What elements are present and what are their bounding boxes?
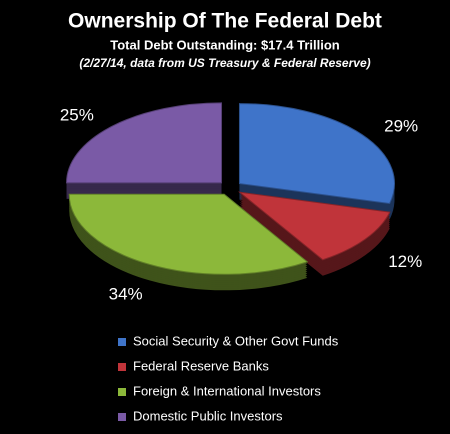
slice xyxy=(68,193,309,275)
chart-subtitle: Total Debt Outstanding: $17.4 Trillion xyxy=(110,37,340,52)
legend-label: Social Security & Other Govt Funds xyxy=(133,333,339,348)
legend-swatch xyxy=(118,338,126,346)
value-label: 12% xyxy=(388,252,422,271)
legend-swatch xyxy=(118,363,126,371)
value-label: 25% xyxy=(60,106,94,125)
value-label: 29% xyxy=(384,116,418,135)
legend-label: Domestic Public Investors xyxy=(133,408,283,423)
legend-swatch xyxy=(118,413,126,421)
legend-label: Federal Reserve Banks xyxy=(133,358,269,373)
legend-swatch xyxy=(118,388,126,396)
slice xyxy=(238,103,395,205)
value-label: 34% xyxy=(109,284,143,303)
slice xyxy=(238,191,391,261)
chart-title: Ownership Of The Federal Debt xyxy=(68,10,382,33)
chart-note: (2/27/14, data from US Treasury & Federa… xyxy=(79,56,370,70)
legend-label: Foreign & International Investors xyxy=(133,383,321,398)
slice xyxy=(66,102,223,184)
